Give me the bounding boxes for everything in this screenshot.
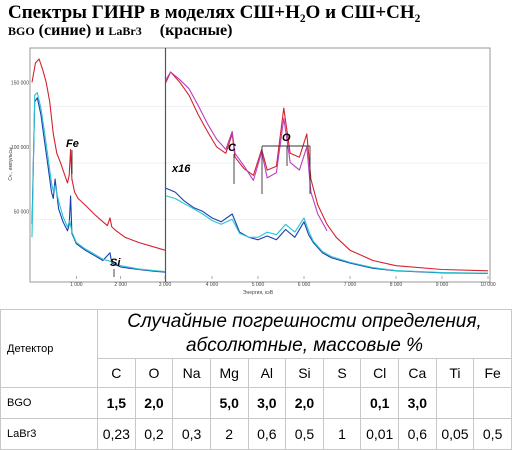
annotation-si: Si: [110, 257, 121, 269]
detector-name: BGO: [0, 387, 98, 419]
element-header: Na: [172, 358, 211, 388]
y-axis-label: Сч., импульсы: [8, 147, 14, 181]
series-line-p0-s0: [31, 58, 166, 251]
table-cell: 0,6: [247, 418, 287, 450]
bgo-label: BGO: [8, 24, 35, 38]
spectra-chart: 1 000 2 000 3 000 50 000 100 000 150 000 4 000…: [8, 47, 496, 296]
table-cell: 0,5: [473, 418, 512, 450]
series-line-p1-s0: [165, 71, 489, 272]
table-cell: 0,23: [97, 418, 136, 450]
y-tick-label: 150 000: [11, 80, 29, 86]
error-header-line2: абсолютные, массовые %: [185, 335, 424, 356]
annotation-c: C: [228, 142, 237, 154]
series-line-p1-s3: [165, 195, 489, 274]
table-header-row: Детектор Случайные погрешности определен…: [0, 309, 512, 388]
table-cell: 2,0: [134, 387, 174, 419]
error-table: Детектор Случайные погрешности определен…: [0, 309, 512, 450]
element-header: Al: [247, 358, 287, 388]
table-cell: 5,0: [209, 387, 249, 419]
x-tick-label: 2 000: [114, 282, 127, 288]
table-cell: 0,3: [172, 418, 211, 450]
series-line-p0-s2: [31, 92, 166, 273]
plot-frame: [29, 47, 491, 283]
annotation-fe: Fe: [66, 138, 79, 150]
table-cell: 0,05: [435, 418, 475, 450]
x-tick-label: 9 000: [436, 282, 449, 288]
table-cell: 0,01: [360, 418, 399, 450]
x-tick-label: 8 000: [390, 282, 403, 288]
table-cell: [322, 387, 362, 419]
series-line-p1-s1: [165, 71, 328, 232]
blue-caption: (синие) и: [38, 22, 105, 39]
table-cell: 0,5: [285, 418, 324, 450]
detector-header: Детектор: [0, 309, 98, 388]
table-row: BGO 1,5 2,0 5,0 3,0 2,0 0,1 3,0: [0, 387, 512, 419]
element-header: Cl: [360, 358, 399, 388]
page-title: Спектры ГИНР в моделях СШ+H₂O и СШ+CH₂: [8, 2, 421, 23]
table-cell: [435, 387, 475, 419]
red-caption: (красные): [159, 22, 233, 39]
table-cell: 0,1: [360, 387, 399, 419]
table-cell: 2: [209, 418, 249, 450]
element-header: Si: [285, 358, 324, 388]
chart-legend-caption: BGO (синие) и LaBr3 (красные): [8, 22, 232, 40]
table-cell: 1,5: [97, 387, 136, 419]
error-header-line1: Случайные погрешности определения,: [127, 311, 482, 332]
x-tick-label: 10 000: [480, 282, 496, 288]
series-line-p0-s1: [31, 97, 166, 273]
x-tick-label: 5 000: [252, 282, 265, 288]
detector-name: LaBr3: [0, 418, 98, 450]
table-row: LaBr3 0,23 0,2 0,3 2 0,6 0,5 1 0,01 0,6 0,05 0,5: [0, 418, 512, 450]
x-tick-label: 1 000: [70, 282, 83, 288]
y-tick-label: 50 000: [14, 209, 30, 215]
labr-label: LaBr3: [108, 24, 142, 38]
table-cell: 2,0: [285, 387, 324, 419]
series-line-p1-s2: [165, 187, 489, 274]
y-tick-label: 100 000: [11, 145, 29, 151]
scale-label: x16: [171, 163, 191, 175]
element-header: S: [322, 358, 362, 388]
table-cell: [172, 387, 211, 419]
element-header: Mg: [209, 358, 249, 388]
table-cell: 1: [322, 418, 362, 450]
x-tick-label: 7 000: [344, 282, 357, 288]
table-cell: 0,6: [398, 418, 437, 450]
element-header: Ti: [435, 358, 475, 388]
x-tick-label: 6 000: [298, 282, 311, 288]
table-cell: [473, 387, 512, 419]
table-cell: 3,0: [398, 387, 437, 419]
annotation-o: O: [282, 132, 291, 144]
element-header: Ca: [398, 358, 437, 388]
x-tick-label: 3 000: [159, 282, 172, 288]
error-header: Случайные погрешности определения, абсол…: [97, 309, 512, 359]
x-tick-label: 4 000: [206, 282, 219, 288]
element-header: Fe: [473, 358, 512, 388]
x-axis-label: Энергия, кэВ: [243, 290, 274, 296]
elements-row: C O Na Mg Al Si S Cl Ca Ti Fe: [1, 358, 512, 388]
element-header: O: [134, 358, 174, 388]
table-cell: 3,0: [247, 387, 287, 419]
table-cell: 0,2: [134, 418, 174, 450]
element-header: C: [97, 358, 136, 388]
